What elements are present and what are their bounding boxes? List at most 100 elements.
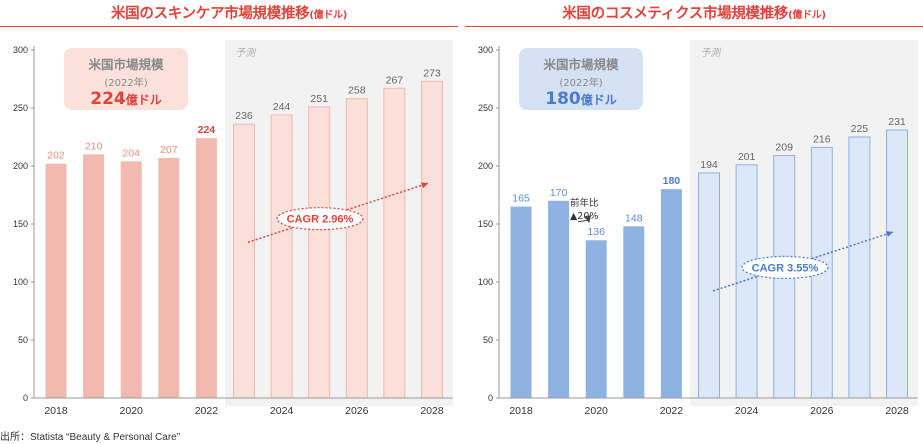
skincare-data-label-2027: 267 bbox=[386, 74, 404, 86]
skincare-chart-title: 米国のスキンケア市場規模推移(億ドル) bbox=[0, 2, 458, 23]
cosmetics-bar-2023 bbox=[698, 172, 720, 399]
skincare-callout-amount: 224億ドル bbox=[64, 89, 188, 109]
skincare-plot: 予測 0 50 100 150 200 250 300 202 210 204 207 224 236 24… bbox=[13, 40, 453, 417]
skincare-bar-2022 bbox=[195, 138, 217, 398]
skincare-data-label-2026: 258 bbox=[348, 85, 366, 97]
skincare-bar-2018 bbox=[45, 163, 67, 398]
skincare-y-tick-label: 250 bbox=[13, 103, 28, 113]
cosmetics-yoy-arrow-line bbox=[578, 219, 589, 223]
skincare-bar-2027 bbox=[383, 87, 406, 399]
skincare-y-tick-label: 50 bbox=[18, 335, 28, 345]
skincare-data-label-2025: 251 bbox=[310, 93, 328, 105]
skincare-forecast-label: 予測 bbox=[235, 47, 257, 59]
skincare-bar-2026 bbox=[345, 98, 368, 399]
cosmetics-callout-unit: 億ドル bbox=[580, 93, 617, 107]
skincare-cagr-ellipse bbox=[276, 207, 364, 231]
skincare-title-rule bbox=[0, 26, 458, 27]
skincare-callout-title: 米国市場規模 bbox=[88, 57, 164, 72]
cosmetics-chart: 予測 0 50 100 150 200 250 300 165 170 136 148 180 194 20… bbox=[465, 0, 923, 430]
cosmetics-y-tick-label: 300 bbox=[478, 45, 493, 55]
skincare-x-tick-label-2024: 2024 bbox=[270, 405, 294, 417]
cosmetics-title-text: 米国のコスメティクス市場規模推移 bbox=[562, 6, 789, 22]
skincare-y-tick-label: 100 bbox=[13, 277, 28, 287]
skincare-y-tick-label: 0 bbox=[23, 393, 28, 403]
cosmetics-cagr-ellipse bbox=[741, 255, 829, 279]
skincare-y-tick-label: 200 bbox=[13, 161, 28, 171]
cosmetics-data-label-2019: 170 bbox=[550, 187, 568, 199]
cosmetics-callout-number: 180 bbox=[545, 89, 581, 109]
cosmetics-title-unit: (億ドル) bbox=[788, 10, 826, 21]
skincare-x-tick-label-2026: 2026 bbox=[345, 405, 369, 417]
cosmetics-y-tick-label: 100 bbox=[478, 277, 493, 287]
cosmetics-cagr-label: CAGR 3.55% bbox=[752, 262, 819, 274]
source-note: 出所：Statista “Beauty & Personal Care” bbox=[0, 432, 181, 443]
skincare-chart: 予測 0 50 100 150 200 250 300 202 210 204 207 224 236 24… bbox=[0, 0, 458, 430]
cosmetics-data-label-2023: 194 bbox=[700, 159, 718, 171]
cosmetics-x-tick-label-2028: 2028 bbox=[885, 405, 909, 417]
cosmetics-callout-amount: 180億ドル bbox=[519, 89, 643, 109]
skincare-bar-2028 bbox=[421, 80, 443, 399]
skincare-bar-2023 bbox=[233, 123, 255, 399]
cosmetics-cagr-arrow-line bbox=[712, 231, 894, 292]
skincare-data-label-2024: 244 bbox=[273, 101, 291, 113]
cosmetics-y-tick-label: 150 bbox=[478, 219, 493, 229]
cosmetics-yoy-arrow-head bbox=[584, 215, 592, 224]
cosmetics-bar-2020 bbox=[585, 240, 607, 398]
cosmetics-title-rule bbox=[465, 26, 923, 27]
skincare-callout-unit: 億ドル bbox=[125, 93, 162, 107]
cosmetics-data-label-2020: 136 bbox=[587, 226, 605, 238]
cosmetics-forecast-background bbox=[690, 40, 918, 406]
skincare-x-tick-label-2022: 2022 bbox=[195, 405, 219, 417]
cosmetics-y-tick-label: 50 bbox=[483, 335, 493, 345]
skincare-x-tick-label-2028: 2028 bbox=[420, 405, 444, 417]
skincare-bar-2019 bbox=[83, 154, 105, 398]
skincare-data-label-2028: 273 bbox=[423, 67, 441, 79]
cosmetics-callout-title: 米国市場規模 bbox=[543, 57, 619, 72]
skincare-title-text: 米国のスキンケア市場規模推移 bbox=[110, 6, 310, 22]
skincare-cagr-arrow-line bbox=[247, 182, 429, 243]
cosmetics-y-tick-label: 250 bbox=[478, 103, 493, 113]
cosmetics-yoy-note-line-1: 前年比 bbox=[570, 197, 599, 209]
skincare-callout-number: 224 bbox=[90, 89, 126, 109]
skincare-cagr-label: CAGR 2.96% bbox=[287, 214, 354, 226]
cosmetics-data-label-2026: 216 bbox=[813, 133, 831, 145]
cosmetics-data-label-2025: 209 bbox=[775, 142, 793, 154]
cosmetics-chart-title: 米国のコスメティクス市場規模推移(億ドル) bbox=[465, 2, 923, 23]
cosmetics-plot: 予測 0 50 100 150 200 250 300 165 170 136 148 180 194 20… bbox=[478, 40, 918, 417]
skincare-callout-year: (2022年) bbox=[104, 78, 148, 89]
skincare-bar-2024 bbox=[270, 114, 293, 399]
skincare-x-tick-label-2020: 2020 bbox=[120, 405, 144, 417]
skincare-title-unit: (億ドル) bbox=[309, 10, 348, 21]
skincare-data-label-2020: 204 bbox=[122, 147, 140, 159]
skincare-data-label-2022: 224 bbox=[198, 124, 216, 136]
skincare-market-callout: 米国市場規模 (2022年) 224億ドル bbox=[64, 48, 188, 110]
cosmetics-data-label-2021: 148 bbox=[625, 212, 643, 224]
skincare-data-label-2021: 207 bbox=[160, 144, 178, 156]
cosmetics-forecast-label: 予測 bbox=[700, 47, 722, 59]
cosmetics-bar-2027 bbox=[848, 136, 871, 399]
cosmetics-y-tick-label: 0 bbox=[488, 393, 493, 403]
skincare-bar-2021 bbox=[158, 157, 180, 398]
cosmetics-cagr-arrow-head bbox=[886, 231, 893, 237]
cosmetics-bar-2019 bbox=[548, 200, 570, 398]
cosmetics-bar-2028 bbox=[886, 129, 908, 399]
cosmetics-data-label-2024: 201 bbox=[738, 151, 756, 163]
cosmetics-market-callout: 米国市場規模 (2022年) 180億ドル bbox=[519, 48, 643, 110]
cosmetics-x-tick-label-2026: 2026 bbox=[810, 405, 834, 417]
cosmetics-bar-2018 bbox=[510, 206, 532, 398]
skincare-x-tick-label-2018: 2018 bbox=[44, 405, 68, 417]
skincare-bar-2025 bbox=[308, 106, 331, 399]
skincare-cagr-arrow-head bbox=[421, 182, 428, 189]
cosmetics-x-tick-label-2024: 2024 bbox=[735, 405, 759, 417]
cosmetics-y-tick-label: 200 bbox=[478, 161, 493, 171]
skincare-data-label-2023: 236 bbox=[235, 110, 253, 122]
skincare-y-tick-label: 150 bbox=[13, 219, 28, 229]
skincare-bar-2020 bbox=[120, 161, 142, 398]
cosmetics-x-tick-label-2020: 2020 bbox=[585, 405, 609, 417]
cosmetics-data-label-2028: 231 bbox=[888, 116, 906, 128]
cosmetics-bar-2022 bbox=[660, 189, 682, 398]
skincare-data-label-2018: 202 bbox=[47, 150, 65, 162]
cosmetics-data-label-2018: 165 bbox=[512, 193, 530, 205]
cosmetics-data-label-2022: 180 bbox=[663, 175, 681, 187]
skincare-data-label-2019: 210 bbox=[85, 140, 103, 152]
